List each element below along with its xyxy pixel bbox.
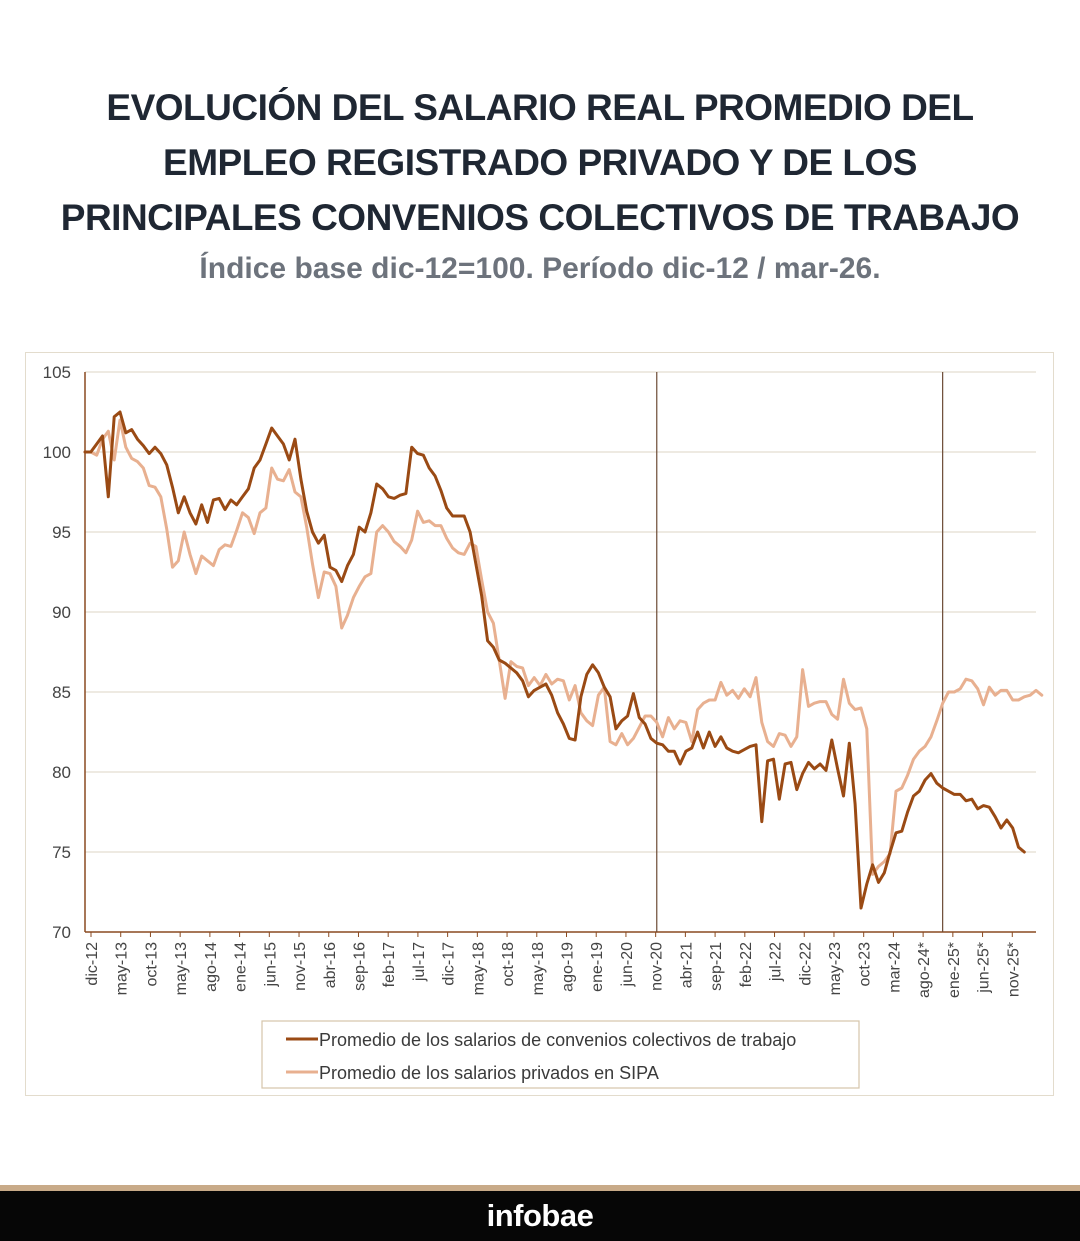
x-tick-label: dic-12 [84, 942, 101, 986]
x-tick-label: ago-24* [916, 942, 933, 998]
y-tick-label: 70 [52, 923, 71, 942]
y-tick-label: 80 [52, 763, 71, 782]
x-tick-label: abr-16 [322, 942, 339, 988]
x-tick-label: may-13 [114, 942, 131, 995]
x-tick-label: dic-17 [441, 942, 458, 986]
legend-label: Promedio de los salarios de convenios co… [319, 1030, 796, 1050]
x-tick-label: dic-22 [797, 942, 814, 986]
title-line-1: EVOLUCIÓN DEL SALARIO REAL PROMEDIO DEL [106, 87, 974, 128]
x-tick-label: oct-23 [857, 942, 874, 987]
x-tick-label: sep-21 [708, 942, 725, 991]
y-tick-label: 85 [52, 683, 71, 702]
x-tick-label: ago-19 [560, 942, 577, 992]
x-tick-label: nov-15 [292, 942, 309, 991]
line-chart: 105 100 95 90 85 80 75 70 dic-12 may-13 oct-13 may-… [43, 363, 1044, 1089]
x-tick-label: may-23 [827, 942, 844, 995]
x-tick-label: abr-21 [678, 942, 695, 988]
title-line-2: EMPLEO REGISTRADO PRIVADO Y DE LOS [163, 142, 917, 183]
x-tick-label: sep-16 [351, 942, 368, 991]
x-tick-label: jun-15 [262, 942, 279, 988]
x-tick-label: may-18 [530, 942, 547, 995]
y-tick-label: 75 [52, 843, 71, 862]
title-line-3: PRINCIPALES CONVENIOS COLECTIVOS DE TRAB… [60, 197, 1020, 238]
x-tick-label: feb-17 [381, 942, 398, 987]
y-tick-label: 100 [43, 443, 71, 462]
x-tick-label: oct-18 [500, 942, 517, 987]
x-tick-label: ene-14 [233, 942, 250, 992]
y-tick-label: 90 [52, 603, 71, 622]
legend-label: Promedio de los salarios privados en SIP… [319, 1063, 659, 1083]
x-tick-label: feb-22 [738, 942, 755, 987]
x-tick-label: nov-25* [1005, 942, 1022, 997]
series-line-sipa [83, 418, 1044, 876]
legend-box [261, 1020, 860, 1089]
brand-logo: infobae [486, 1198, 594, 1233]
x-tick-label: may-13 [173, 942, 190, 995]
x-tick-label: ene-25* [946, 942, 963, 998]
chart-frame: 105 100 95 90 85 80 75 70 dic-12 may-13 oct-13 may-… [25, 352, 1054, 1096]
x-tick-label: jul-17 [411, 942, 428, 982]
x-tick-label: mar-24 [886, 942, 903, 993]
y-tick-label: 105 [43, 363, 71, 382]
x-tick-label: oct-13 [143, 942, 160, 987]
x-tick-label: may-18 [470, 942, 487, 995]
x-tick-label: jun-20 [619, 942, 636, 988]
x-tick-label: ene-19 [589, 942, 606, 992]
footer-bar [0, 1185, 1080, 1241]
chart-subtitle: Índice base dic-12=100. Período dic-12 /… [199, 252, 881, 285]
y-tick-label: 95 [52, 523, 71, 542]
x-tick-label: ago-14 [203, 942, 220, 992]
x-tick-label: jul-22 [768, 942, 785, 982]
chart-title: EVOLUCIÓN DEL SALARIO REAL PROMEDIO DEL … [0, 80, 1080, 245]
x-tick-label: jun-25* [976, 942, 993, 994]
series-line-convenios [83, 410, 1026, 910]
x-tick-label: nov-20 [649, 942, 666, 991]
